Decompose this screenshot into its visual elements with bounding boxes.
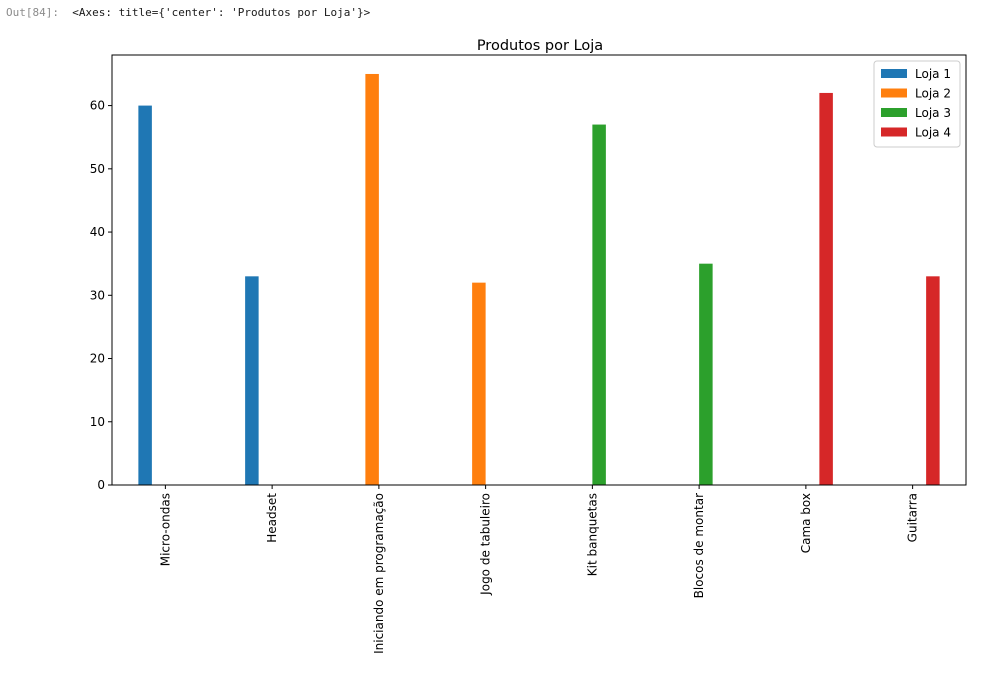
legend-box [873,60,961,148]
bar-loja-1-1 [245,276,259,485]
y-tick-label: 50 [90,162,105,176]
legend-label: Loja 3 [915,106,951,120]
legend-label: Loja 2 [915,87,951,101]
bar-loja-1-0 [138,105,152,486]
x-tick-label: Micro-ondas [158,493,172,566]
bar-loja-2-3 [472,282,486,485]
legend-swatch [881,69,907,78]
bar-loja-3-5 [699,263,713,485]
y-tick-label: 40 [90,225,105,239]
bars-group [138,73,940,486]
legend-swatch [881,127,907,137]
legend-label: Loja 4 [915,126,951,140]
plot-frame [111,54,967,486]
bar-loja-4-7 [926,276,940,485]
bar-loja-4-6 [819,92,833,486]
x-tick-label: Jogo de tabuleiro [479,493,493,596]
legend-swatch [881,88,907,98]
legend-label: Loja 1 [915,67,951,81]
x-axis: Micro-ondas Headset Iniciando em programaç… [158,485,920,654]
bar-loja-2-2 [365,73,379,486]
x-tick-label: Blocos de montar [692,493,706,598]
output-line: Out[84]: <Axes: title={'center': 'Produt… [6,4,370,22]
x-tick-label: Cama box [799,493,813,553]
bar-loja-3-4 [592,124,606,485]
y-tick-label: 60 [90,99,105,113]
y-tick-label: 30 [90,288,105,302]
legend-swatch [881,108,907,117]
x-tick-label: Iniciando em programação [372,493,386,654]
y-tick-label: 20 [90,352,105,366]
x-tick-label: Guitarra [906,493,920,542]
chart-title: Produtos por Loja [477,38,603,54]
output-prompt: Out[84]: [6,6,59,19]
x-tick-label: Headset [265,493,279,543]
output-repr: <Axes: title={'center': 'Produtos por Lo… [72,6,371,19]
y-tick-label: 0 [97,478,105,492]
y-tick-label: 10 [90,415,105,429]
y-axis: 0 10 20 30 40 50 60 [90,99,112,492]
legend: Loja 1 Loja 2 Loja 3 Loja 4 [873,60,961,148]
x-tick-label: Kit banquetas [585,493,599,576]
